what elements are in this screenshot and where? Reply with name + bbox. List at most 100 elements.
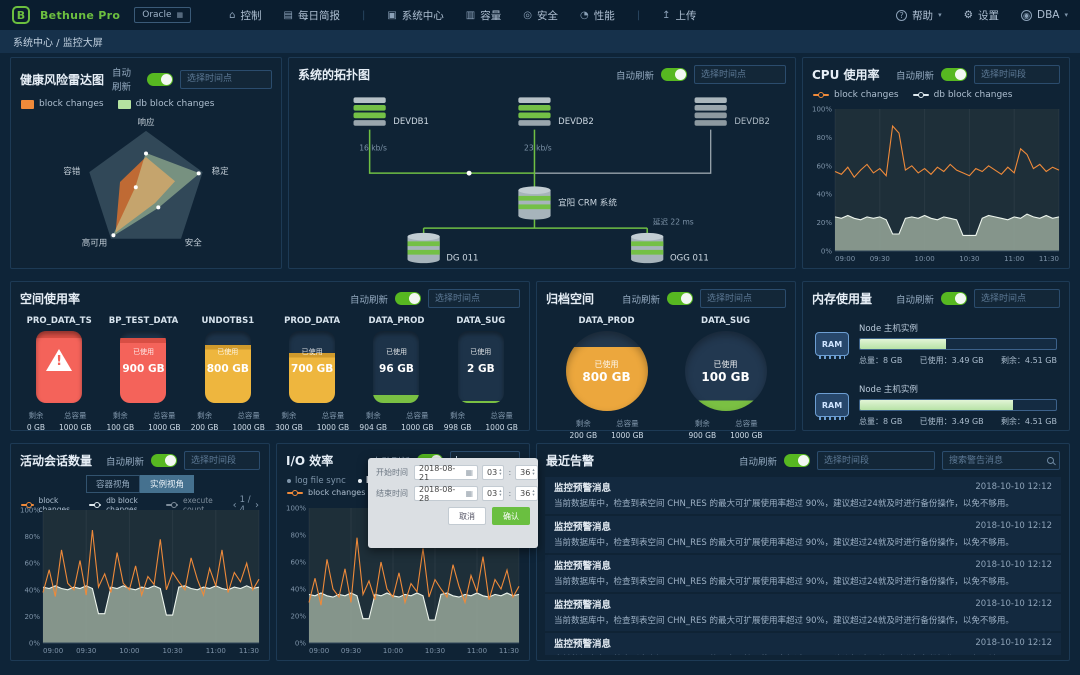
view-button-container[interactable]: 容器视角: [85, 475, 140, 493]
database-icon[interactable]: [518, 186, 551, 220]
settings-menu[interactable]: ⚙ 设置: [963, 9, 999, 22]
auto-refresh-toggle[interactable]: [941, 292, 967, 305]
top-navbar: B Bethune Pro Oracle ▦ ⌂ 控制 ▤ 每日简报 | ▣ 系…: [0, 0, 1080, 30]
db-selector[interactable]: Oracle ▦: [134, 7, 192, 23]
start-time-label: 开始时间: [376, 468, 408, 477]
svg-text:20%: 20%: [816, 219, 832, 227]
main-menu: ⌂ 控制 ▤ 每日简报 | ▣ 系统中心 ▥ 容量 ◎ 安全 ◔ 性能: [229, 8, 696, 23]
svg-text:100%: 100%: [812, 106, 832, 114]
alert-row[interactable]: 监控预警消息 2018-10-10 12:12 当前数据库中，检查到表空间 CH…: [545, 477, 1061, 514]
auto-refresh-toggle[interactable]: [784, 454, 810, 467]
view-button-instance[interactable]: 实例视角: [140, 475, 195, 493]
auto-refresh-label: 自动刷新: [112, 68, 132, 93]
search-icon: [1047, 457, 1054, 464]
stepper-arrows-icon[interactable]: ▴ ▾: [499, 468, 502, 477]
pager-next-icon[interactable]: ›: [255, 499, 259, 511]
svg-text:11:00: 11:00: [206, 647, 226, 655]
time-point-input[interactable]: [180, 69, 272, 89]
end-date-field[interactable]: 2018-08-28 ▦: [414, 485, 478, 503]
tab-log-file-sync[interactable]: log file sync: [287, 476, 346, 486]
menu-item-control[interactable]: ⌂ 控制: [229, 9, 262, 22]
svg-text:11:00: 11:00: [1004, 255, 1024, 263]
stepper-arrows-icon[interactable]: ▴ ▾: [532, 489, 535, 498]
auto-refresh-toggle[interactable]: [667, 292, 693, 305]
memory-bar: [859, 338, 1057, 350]
panel-memory-usage: 内存使用量 自动刷新 RAM Node 主机实例 总量：8 GB 已使用：3.4…: [802, 281, 1070, 431]
start-minute-stepper[interactable]: 36 ▴ ▾: [515, 465, 538, 480]
svg-text:OGG 011: OGG 011: [670, 253, 709, 263]
panel-title: I/O 效率: [286, 454, 334, 468]
start-hour-stepper[interactable]: 03 ▴ ▾: [482, 465, 505, 480]
auto-refresh-toggle[interactable]: [147, 72, 173, 86]
time-range-input[interactable]: [184, 451, 260, 470]
confirm-button[interactable]: 确认: [492, 507, 530, 525]
auto-refresh-toggle[interactable]: [941, 68, 967, 81]
gauge-cylinder: 已使用 800 GB: [204, 331, 251, 403]
auto-refresh-toggle[interactable]: [661, 68, 687, 81]
svg-text:09:30: 09:30: [341, 647, 361, 655]
time-range-input[interactable]: [974, 65, 1060, 84]
gauge-cylinder: 已使用 700 GB: [289, 331, 336, 403]
auto-refresh-toggle[interactable]: [151, 454, 177, 467]
panel-title: 系统的拓扑图: [298, 68, 371, 82]
svg-text:09:00: 09:00: [835, 255, 855, 263]
calendar-icon: ▦: [465, 489, 473, 498]
menu-item-system-center[interactable]: ▣ 系统中心: [387, 9, 444, 22]
svg-text:10:30: 10:30: [425, 647, 445, 655]
server-icon[interactable]: [353, 97, 386, 126]
menu-item-capacity[interactable]: ▥ 容量: [465, 9, 502, 22]
end-hour-stepper[interactable]: 03 ▴ ▾: [482, 486, 505, 501]
capacity-icon: ▥: [465, 9, 476, 21]
help-icon: ?: [896, 9, 908, 21]
database-icon[interactable]: [407, 232, 440, 264]
panel-title: 空间使用率: [20, 292, 81, 306]
db-selector-label: Oracle: [142, 10, 172, 20]
pager-prev-icon[interactable]: ‹: [232, 499, 237, 511]
user-menu[interactable]: ◉ DBA ▾: [1021, 9, 1068, 21]
time-point-input[interactable]: [694, 65, 786, 84]
help-menu[interactable]: ? 帮助 ▾: [896, 8, 942, 23]
server-icon[interactable]: [694, 97, 727, 126]
time-point-input[interactable]: [974, 289, 1060, 308]
auto-refresh-toggle[interactable]: [395, 292, 421, 305]
panel-space-usage: 空间使用率 自动刷新 PRO_DATA_TS 剩余 0 GB 总容量 1000 …: [10, 281, 530, 432]
end-minute-stepper[interactable]: 36 ▴ ▾: [515, 486, 538, 501]
stepper-arrows-icon[interactable]: ▴ ▾: [532, 468, 535, 477]
menu-item-performance[interactable]: ◔ 性能: [579, 9, 615, 22]
alert-row[interactable]: 监控预警消息 2018-10-10 12:12 当前数据库中，检查到表空间 CH…: [545, 594, 1061, 631]
chevron-down-icon: ▾: [938, 11, 942, 19]
menu-item-upload[interactable]: ↥ 上传: [662, 9, 697, 22]
archive-item: DATA_PROD 已使用 800 GB 剩余 200 GB 总容量 1000 …: [565, 316, 648, 440]
server-icon[interactable]: [518, 97, 551, 126]
alert-row[interactable]: 监控预警消息 2018-10-10 12:12 当前数据库中，检查到表空间 CH…: [545, 555, 1061, 592]
svg-text:80%: 80%: [290, 532, 306, 540]
time-point-input[interactable]: [428, 289, 520, 308]
ram-icon: RAM: [815, 332, 849, 359]
panel-topology: 系统的拓扑图 自动刷新: [288, 57, 796, 269]
time-range-input[interactable]: [817, 451, 935, 470]
alert-search-input[interactable]: [942, 451, 1060, 470]
tablespace-gauges: PRO_DATA_TS 剩余 0 GB 总容量 1000 GB BP_TEST_…: [11, 312, 529, 432]
svg-text:100%: 100%: [286, 505, 306, 513]
start-date-field[interactable]: 2018-08-21 ▦: [414, 464, 478, 482]
space-gauge: DATA_PROD 已使用 96 GB 剩余 904 GB 总容量 1000 G…: [359, 316, 434, 432]
cancel-button[interactable]: 取消: [448, 507, 486, 525]
auto-refresh-label: 自动刷新: [895, 70, 934, 82]
svg-text:60%: 60%: [816, 162, 832, 170]
menu-item-daily-report[interactable]: ▤ 每日简报: [283, 9, 340, 22]
database-icon[interactable]: [631, 232, 664, 264]
stepper-arrows-icon[interactable]: ▴ ▾: [499, 489, 502, 498]
alert-row[interactable]: 监控预警消息 2018-10-10 12:12 当前数据库中，检查到表空间 CH…: [545, 633, 1061, 655]
svg-text:09:00: 09:00: [309, 647, 329, 655]
menu-item-security[interactable]: ◎ 安全: [523, 9, 558, 22]
performance-icon: ◔: [579, 9, 589, 21]
panel-title: 活动会话数量: [20, 454, 93, 468]
svg-text:宜阳 CRM 系统: 宜阳 CRM 系统: [558, 197, 617, 208]
time-point-input[interactable]: [700, 289, 786, 308]
svg-text:11:00: 11:00: [467, 647, 487, 655]
alert-row[interactable]: 监控预警消息 2018-10-10 12:12 当前数据库中，检查到表空间 CH…: [545, 516, 1061, 553]
gear-icon: ⚙: [963, 9, 973, 21]
legend-marker-icon: [21, 502, 34, 508]
health-radar-chart: 响应 稳定 安全 高可用 容错: [17, 114, 275, 263]
panel-recent-alerts: 最近告警 自动刷新 监控预警消息 2018-10-10 12:12 当前数据库中…: [536, 443, 1070, 661]
